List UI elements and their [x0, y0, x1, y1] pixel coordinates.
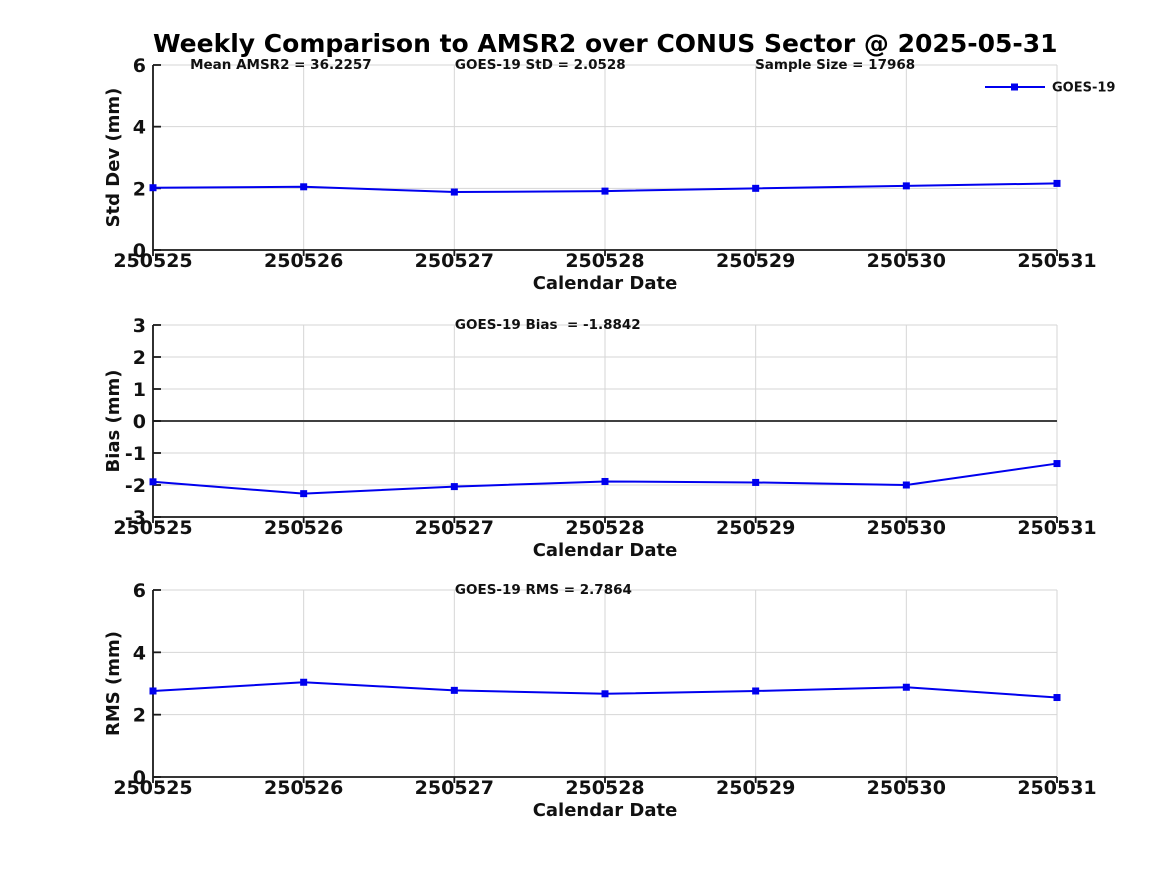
annotation-std-dev: GOES-19 StD = 2.0528	[455, 57, 626, 73]
series-marker	[300, 678, 308, 686]
series-marker	[300, 490, 308, 498]
annotation-rms: GOES-19 RMS = 2.7864	[455, 582, 632, 598]
y-tick-label: -3	[125, 507, 146, 529]
y-tick-label: 4	[133, 117, 146, 139]
series-marker	[902, 481, 910, 489]
x-axis-label: Calendar Date	[533, 540, 678, 561]
series-marker	[752, 478, 760, 486]
series-marker	[1053, 460, 1061, 468]
series-marker	[601, 477, 609, 485]
series-marker	[450, 188, 458, 196]
x-tick-label: 250527	[415, 777, 494, 799]
x-tick-label: 250529	[716, 250, 795, 272]
annotation-bias: GOES-19 Bias = -1.8842	[455, 317, 641, 333]
series-marker	[149, 687, 157, 695]
y-tick-label: 0	[133, 411, 146, 433]
figure-title: Weekly Comparison to AMSR2 over CONUS Se…	[153, 29, 1058, 58]
subplot-rms: 250525 250526 250527 250528 250529 250530 2505…	[103, 580, 1097, 821]
series-marker	[1053, 694, 1061, 702]
subplot-std-dev: 250525 250526 250527 250528 250529 250530 2505…	[103, 55, 1115, 294]
x-tick-label: 250528	[565, 777, 644, 799]
x-tick-label: 250531	[1017, 777, 1096, 799]
x-tick-label: 250531	[1017, 250, 1096, 272]
subplot-bias: 250525 250526 250527 250528 250529 250530 2505…	[103, 315, 1097, 561]
ticks	[152, 324, 1058, 523]
x-tick-label: 250530	[867, 250, 946, 272]
y-tick-label: 6	[133, 55, 146, 77]
x-tick-label: 250526	[264, 517, 343, 539]
y-tick-label: 2	[133, 178, 146, 200]
legend-label: GOES-19	[1052, 81, 1115, 96]
legend: GOES-19	[985, 81, 1115, 96]
series-marker	[601, 690, 609, 698]
x-tick-label: 250529	[716, 517, 795, 539]
series-marker	[450, 483, 458, 491]
x-tick-label: 250530	[867, 517, 946, 539]
x-tick-label: 250528	[565, 250, 644, 272]
y-axis-label: Std Dev (mm)	[103, 88, 124, 228]
y-tick-label: -1	[125, 443, 146, 465]
series-marker	[902, 182, 910, 190]
y-tick-label: -2	[125, 475, 146, 497]
x-tick-label: 250527	[415, 250, 494, 272]
x-tick-label: 250525	[113, 777, 192, 799]
x-tick-label: 250531	[1017, 517, 1096, 539]
series-marker	[601, 187, 609, 195]
x-axis-label: Calendar Date	[533, 273, 678, 294]
annotation-std-dev: Mean AMSR2 = 36.2257	[190, 57, 372, 73]
series-marker	[752, 184, 760, 192]
x-tick-label: 250530	[867, 777, 946, 799]
series-marker	[300, 183, 308, 191]
series-marker	[1053, 179, 1061, 187]
series-marker	[752, 687, 760, 695]
x-tick-label: 250529	[716, 777, 795, 799]
annotation-std-dev: Sample Size = 17968	[755, 57, 915, 73]
series-marker	[149, 478, 157, 486]
y-tick-label: 0	[133, 767, 146, 789]
series-marker	[902, 683, 910, 691]
y-axis-label: RMS (mm)	[103, 631, 124, 736]
x-axis-label: Calendar Date	[533, 800, 678, 821]
x-tick-label: 250526	[264, 777, 343, 799]
y-tick-label: 3	[133, 315, 146, 337]
y-tick-label: 0	[133, 240, 146, 262]
x-tick-label: 250528	[565, 517, 644, 539]
y-tick-label: 4	[133, 642, 146, 664]
y-tick-label: 2	[133, 347, 146, 369]
series-marker	[450, 686, 458, 694]
x-tick-label: 250526	[264, 250, 343, 272]
y-tick-label: 2	[133, 705, 146, 727]
legend-marker	[1011, 83, 1018, 91]
y-tick-label: 6	[133, 580, 146, 602]
x-tick-label: 250525	[113, 517, 192, 539]
y-tick-label: 1	[133, 379, 146, 401]
grid	[152, 64, 1058, 251]
series-marker	[149, 184, 157, 192]
ticks	[152, 589, 1058, 783]
y-axis-label: Bias (mm)	[103, 370, 124, 473]
x-tick-label: 250525	[113, 250, 192, 272]
x-tick-label: 250527	[415, 517, 494, 539]
